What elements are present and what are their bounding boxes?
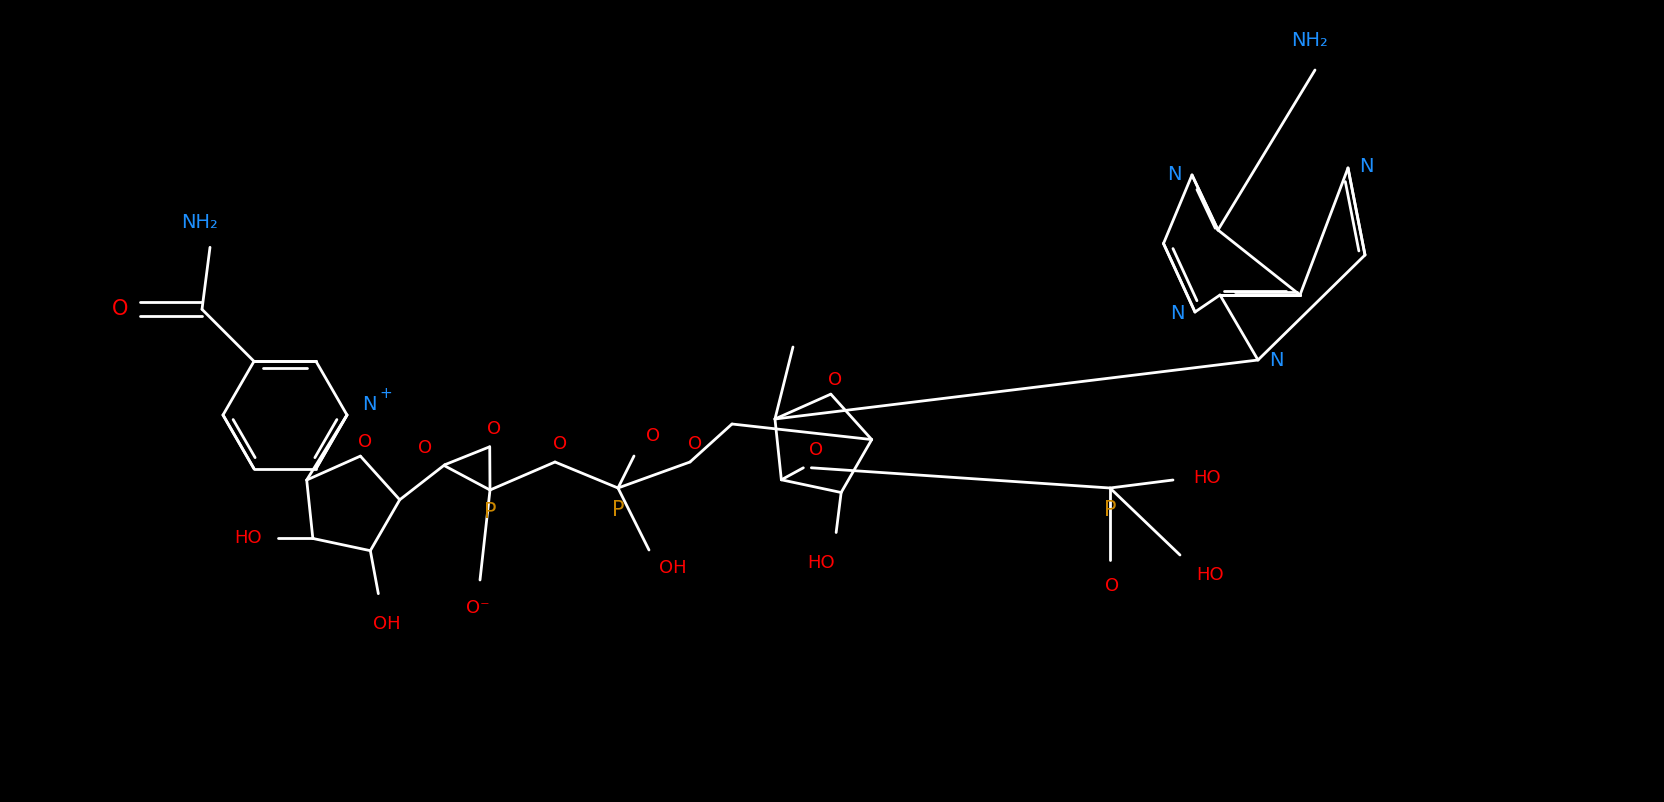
Text: HO: HO	[1196, 566, 1223, 584]
Text: O: O	[809, 441, 824, 459]
Text: O: O	[111, 299, 128, 319]
Text: N: N	[1166, 165, 1181, 184]
Text: N: N	[1170, 305, 1185, 323]
Text: O: O	[418, 439, 433, 457]
Text: O: O	[1105, 577, 1120, 595]
Text: NH₂: NH₂	[181, 213, 218, 232]
Text: O: O	[358, 433, 373, 451]
Text: O⁻: O⁻	[466, 599, 489, 617]
Text: P: P	[484, 502, 496, 522]
Text: HO: HO	[235, 529, 261, 548]
Text: HO: HO	[807, 553, 835, 572]
Text: N: N	[361, 395, 376, 415]
Text: O: O	[646, 427, 661, 445]
Text: NH₂: NH₂	[1291, 30, 1328, 50]
Text: O: O	[827, 371, 842, 389]
Text: O: O	[687, 435, 702, 453]
Text: P: P	[612, 500, 624, 520]
Text: O: O	[486, 419, 501, 438]
Text: P: P	[1103, 500, 1117, 520]
Text: O: O	[552, 435, 567, 453]
Text: OH: OH	[373, 614, 399, 633]
Text: OH: OH	[659, 559, 687, 577]
Text: HO: HO	[1193, 469, 1221, 487]
Text: +: +	[379, 386, 393, 400]
Text: N: N	[1359, 156, 1373, 176]
Text: N: N	[1268, 350, 1283, 370]
